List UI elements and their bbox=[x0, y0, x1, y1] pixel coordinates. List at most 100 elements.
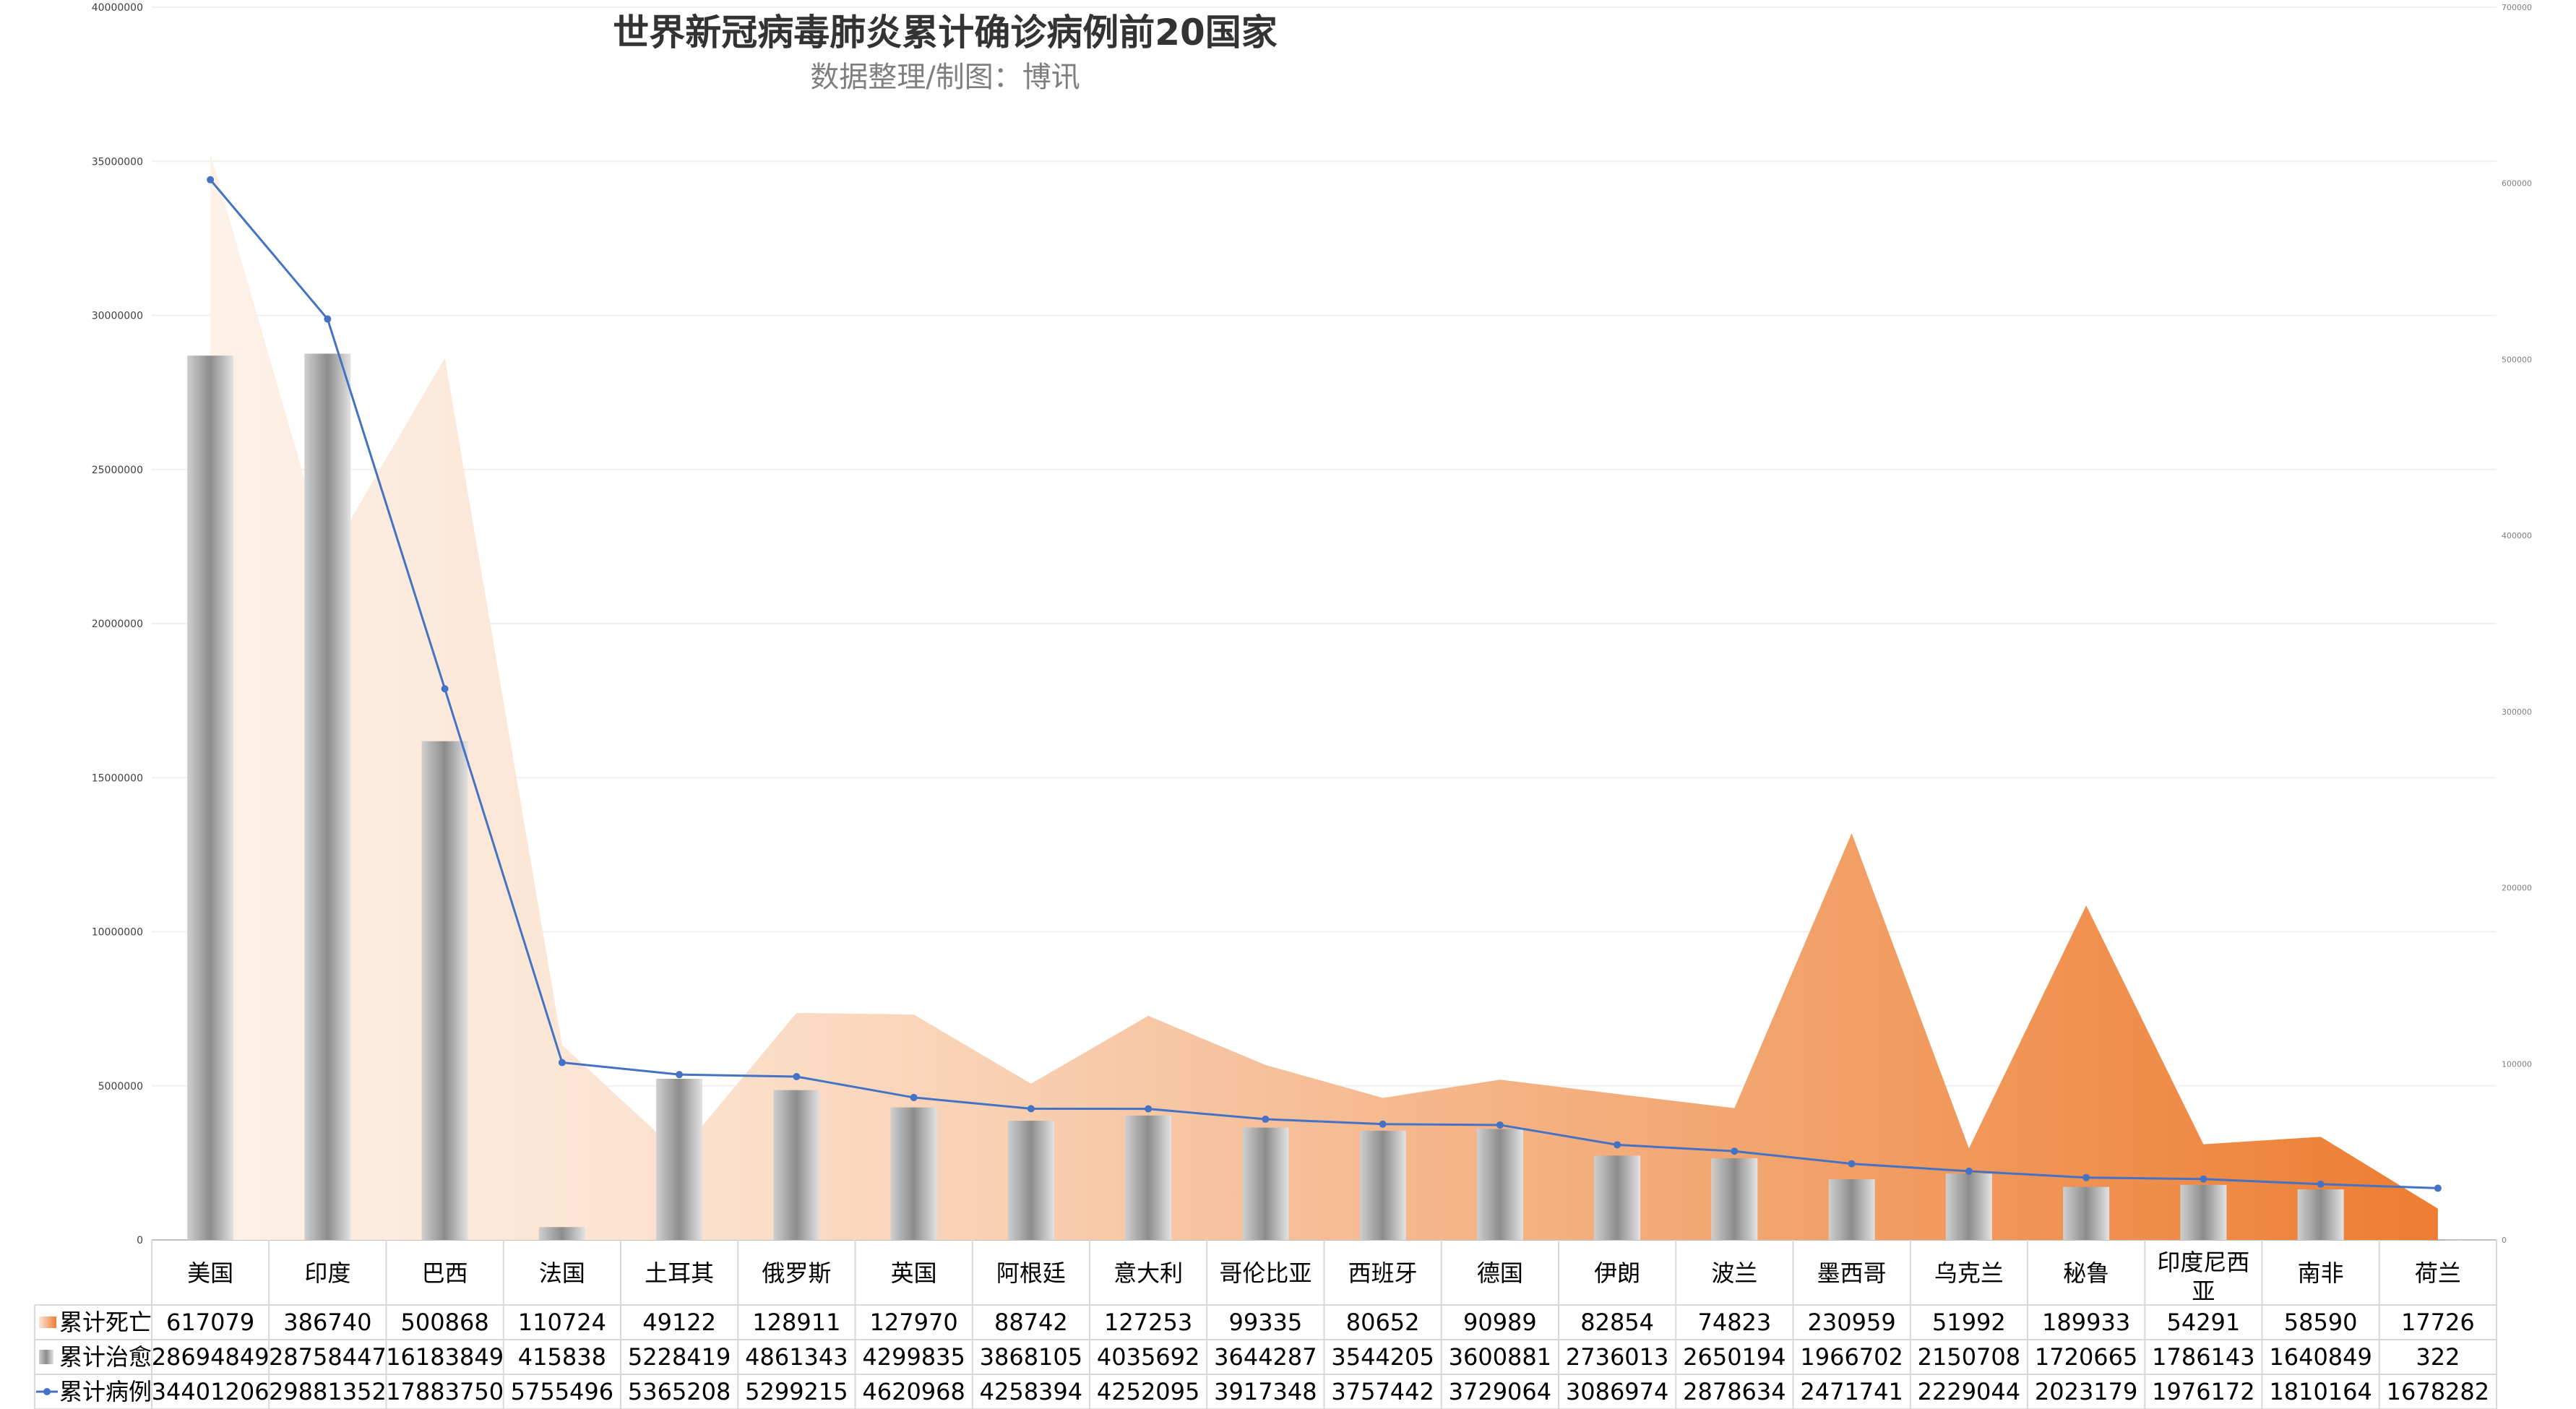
recovered-bar bbox=[1828, 1179, 1875, 1240]
cases-point bbox=[793, 1072, 801, 1080]
table-cell-value: 17883750 bbox=[386, 1378, 504, 1405]
cases-point bbox=[558, 1059, 566, 1067]
table-cell-value: 3917348 bbox=[1214, 1378, 1317, 1405]
recovered-bar bbox=[1242, 1127, 1289, 1240]
table-cell-value: 1786143 bbox=[2152, 1343, 2255, 1371]
chart-subtitle: 数据整理/制图：博讯 bbox=[810, 61, 1080, 94]
cases-point bbox=[2200, 1175, 2207, 1183]
recovered-bar bbox=[890, 1107, 937, 1240]
table-cell-value: 110724 bbox=[518, 1309, 606, 1336]
table-cell-value: 34401206 bbox=[152, 1378, 270, 1405]
table-cell-value: 2650194 bbox=[1683, 1343, 1786, 1371]
table-cell-value: 1720665 bbox=[2035, 1343, 2138, 1371]
data-table: 美国 印度 巴西 法国 土耳其 俄罗斯 英国 阿根廷 意大利 哥伦比亚 西班牙 德国 伊朗 波兰 墨西哥 乌克… bbox=[34, 1240, 2497, 1409]
cases-point bbox=[676, 1071, 684, 1079]
category-label: 英国 bbox=[891, 1259, 937, 1287]
table-cell-value: 1640849 bbox=[2269, 1343, 2372, 1371]
table-cell-value: 189933 bbox=[2042, 1309, 2130, 1336]
table-cell-value: 49122 bbox=[642, 1309, 716, 1336]
right-tick-label: 0 bbox=[2502, 1236, 2507, 1245]
left-tick-label: 25000000 bbox=[92, 465, 143, 476]
category-label: 乌克兰 bbox=[1934, 1259, 2004, 1287]
table-cell-value: 4258394 bbox=[980, 1378, 1083, 1405]
right-tick-label: 600000 bbox=[2502, 179, 2532, 189]
category-label: 秘鲁 bbox=[2063, 1259, 2109, 1287]
table-cell-value: 386740 bbox=[283, 1309, 371, 1336]
recovered-bar bbox=[1711, 1158, 1758, 1240]
table-cell-value: 5755496 bbox=[511, 1378, 614, 1405]
left-tick-label: 40000000 bbox=[92, 2, 143, 14]
right-tick-label: 500000 bbox=[2502, 355, 2532, 364]
left-tick-label: 0 bbox=[137, 1235, 143, 1246]
table-cell-value: 4252095 bbox=[1097, 1378, 1200, 1405]
table-cell-value: 128911 bbox=[752, 1309, 840, 1336]
recovered-bar bbox=[2180, 1184, 2227, 1240]
table-cell-value: 99335 bbox=[1228, 1309, 1302, 1336]
table-cell-value: 5299215 bbox=[745, 1378, 848, 1405]
table-cell-value: 4861343 bbox=[745, 1343, 848, 1371]
recovered-bar bbox=[1476, 1129, 1523, 1240]
cases-point bbox=[1496, 1121, 1504, 1129]
table-cell-value: 3544205 bbox=[1331, 1343, 1434, 1371]
table-cell-value: 4620968 bbox=[862, 1378, 965, 1405]
legend-key-deaths bbox=[39, 1317, 56, 1328]
table-cell-value: 127253 bbox=[1104, 1309, 1192, 1336]
category-label: 南非 bbox=[2298, 1259, 2344, 1287]
cases-point bbox=[2082, 1173, 2090, 1181]
table-cell-value: 90989 bbox=[1463, 1309, 1537, 1336]
cases-point bbox=[1145, 1105, 1153, 1113]
legend-key-recovered bbox=[39, 1350, 53, 1364]
recovered-bar bbox=[187, 356, 234, 1241]
category-label: 印度 bbox=[304, 1259, 350, 1287]
recovered-bar bbox=[2297, 1189, 2344, 1240]
left-tick-label: 15000000 bbox=[92, 772, 143, 784]
table-cell-value: 127970 bbox=[870, 1309, 958, 1336]
table-cell-value: 58590 bbox=[2284, 1309, 2358, 1336]
cases-point bbox=[1027, 1105, 1035, 1113]
right-tick-label: 200000 bbox=[2502, 884, 2532, 893]
table-cell-value: 88742 bbox=[994, 1309, 1068, 1336]
category-label: 伊朗 bbox=[1594, 1259, 1640, 1287]
recovered-bar bbox=[1594, 1155, 1641, 1240]
cases-point bbox=[1262, 1115, 1270, 1123]
category-label: 哥伦比亚 bbox=[1219, 1259, 1311, 1287]
left-tick-label: 30000000 bbox=[92, 311, 143, 322]
recovered-bar bbox=[538, 1227, 585, 1240]
table-cell-value: 2229044 bbox=[1918, 1378, 2021, 1405]
table-cell-value: 3086974 bbox=[1566, 1378, 1669, 1405]
right-axis: 0 100000 200000 300000 400000 500000 600000 700… bbox=[2502, 3, 2532, 1245]
table-cell-value: 4299835 bbox=[862, 1343, 965, 1371]
cases-point bbox=[2317, 1180, 2325, 1188]
recovered-bar bbox=[1945, 1173, 1992, 1240]
cases-point bbox=[910, 1093, 918, 1101]
cases-point bbox=[1965, 1167, 1973, 1175]
left-tick-label: 5000000 bbox=[98, 1081, 143, 1093]
table-cell-value: 2878634 bbox=[1683, 1378, 1786, 1405]
deaths-area bbox=[210, 153, 2438, 1240]
cases-point bbox=[1614, 1141, 1621, 1149]
right-tick-label: 300000 bbox=[2502, 707, 2532, 717]
cases-line bbox=[209, 178, 2438, 1189]
table-cell-value: 1678282 bbox=[2387, 1378, 2490, 1405]
table-cell-value: 2150708 bbox=[1918, 1343, 2021, 1371]
recovered-bar bbox=[773, 1090, 820, 1240]
recovered-bar bbox=[1007, 1121, 1054, 1240]
table-cell-value: 2471741 bbox=[1800, 1378, 1903, 1405]
category-label: 荷兰 bbox=[2415, 1259, 2461, 1287]
left-tick-label: 35000000 bbox=[92, 156, 143, 168]
cases-line-series bbox=[207, 176, 2442, 1192]
left-axis: 0 5000000 10000000 15000000 20000000 25000000… bbox=[92, 2, 143, 1246]
category-label: 俄罗斯 bbox=[762, 1259, 831, 1287]
right-tick-label: 100000 bbox=[2502, 1059, 2532, 1069]
table-cell-value: 3868105 bbox=[980, 1343, 1083, 1371]
right-tick-label: 400000 bbox=[2502, 531, 2532, 540]
category-label: 法国 bbox=[539, 1259, 585, 1287]
recovered-bar bbox=[2063, 1186, 2110, 1240]
category-label: 土耳其 bbox=[645, 1259, 714, 1287]
table-cell-value: 1976172 bbox=[2152, 1378, 2255, 1405]
chart-title: 世界新冠病毒肺炎累计确诊病例前20国家 bbox=[613, 12, 1278, 53]
table-cell-value: 80652 bbox=[1346, 1309, 1420, 1336]
table-cell-value: 322 bbox=[2416, 1343, 2460, 1371]
recovered-bar bbox=[1359, 1130, 1406, 1240]
recovered-bar-series bbox=[187, 353, 2461, 1241]
